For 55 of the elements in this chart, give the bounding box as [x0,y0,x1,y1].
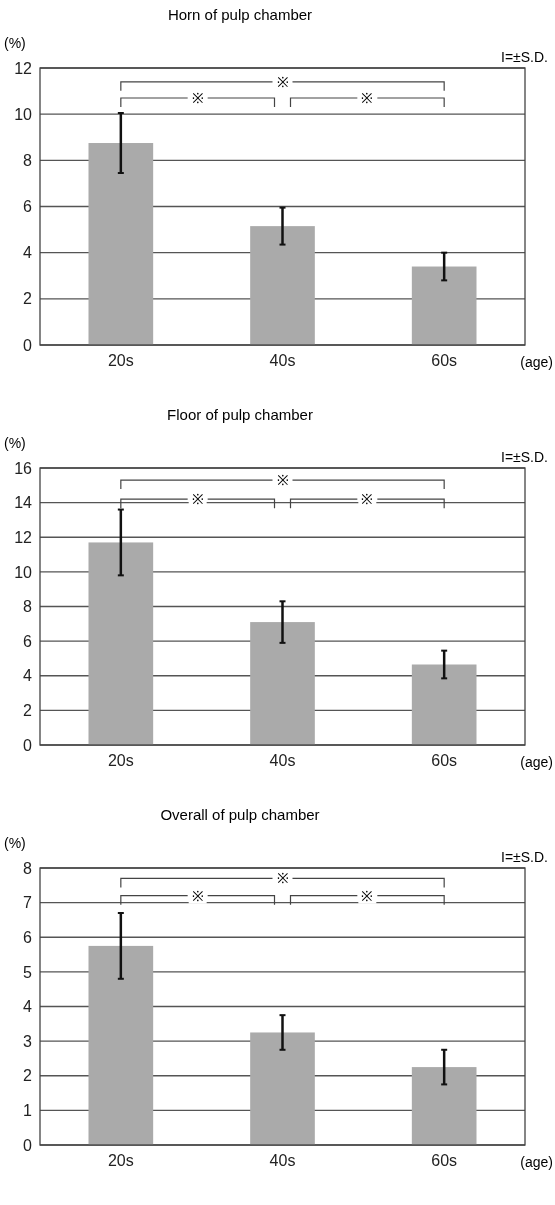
chart-title: Floor of pulp chamber [167,406,313,423]
x-axis-title: (age) [520,354,553,370]
x-tick-label: 40s [269,752,296,770]
y-tick-label: 4 [23,998,33,1016]
annotation: ※ [361,887,374,904]
y-tick-label: 12 [14,59,33,77]
x-axis-title: (age) [520,754,553,770]
y-tick-label: 5 [23,963,33,981]
y-tick-label: 6 [23,632,33,650]
annotation: ※ [191,887,204,904]
x-tick-label: 20s [107,1152,134,1170]
chart-title: Horn of pulp chamber [167,6,313,23]
y-tick-label: 0 [23,336,33,354]
y-tick-label: 6 [23,928,33,946]
y-tick-label: 10 [14,105,33,123]
y-tick-label: 4 [23,667,33,685]
y-tick-label: 8 [23,151,33,169]
x-tick-label: 60s [431,752,458,770]
y-tick-label: 12 [14,528,33,546]
annotation: ※ [191,491,204,508]
y-tick-label: 3 [23,1032,33,1050]
annotation: ※ [191,90,204,107]
chart-title: Overall of pulp chamber [160,806,320,823]
annotation: ※ [276,870,289,887]
y-tick-label: 2 [23,701,33,719]
x-tick-label: 20s [107,752,134,770]
text: I=±S.D. [501,49,548,65]
annotation: ※ [276,73,289,90]
y-tick-label: 7 [23,894,33,912]
y-axis-title: (%) [4,835,26,851]
annotation: ※ [276,472,289,489]
y-axis-title: (%) [4,435,26,451]
x-tick-label: 60s [431,352,458,370]
text: I=±S.D. [501,849,548,865]
y-tick-label: 6 [23,198,33,216]
annotation: ※ [361,90,374,107]
y-tick-label: 10 [14,563,33,581]
annotation: ※ [361,491,374,508]
y-tick-label: 8 [23,598,33,616]
y-tick-label: 4 [23,244,33,262]
y-tick-label: 2 [23,290,33,308]
y-tick-label: 0 [23,736,33,754]
y-axis-title: (%) [4,35,26,51]
x-tick-label: 40s [269,1152,296,1170]
x-tick-label: 40s [269,352,296,370]
x-tick-label: 20s [107,352,134,370]
x-axis-title: (age) [520,1154,553,1170]
y-tick-label: 16 [14,459,33,477]
y-tick-label: 8 [23,859,33,877]
y-tick-label: 14 [14,494,33,512]
text: I=±S.D. [501,449,548,465]
y-tick-label: 2 [23,1067,33,1085]
x-tick-label: 60s [431,1152,458,1170]
y-tick-label: 0 [23,1136,33,1154]
y-tick-label: 1 [23,1101,33,1119]
